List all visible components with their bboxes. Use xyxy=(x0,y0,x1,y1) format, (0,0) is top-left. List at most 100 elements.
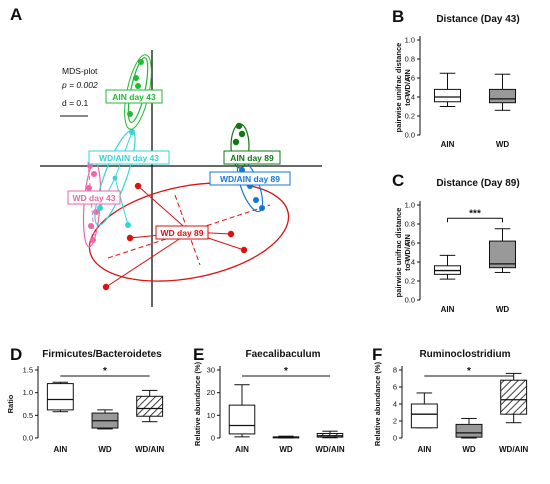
panel-c-category-label: WD xyxy=(496,305,510,314)
panel-b-ytick-label: 0.6 xyxy=(405,74,415,83)
box-iqr xyxy=(136,395,164,417)
panel-c-ytick-label: 0.4 xyxy=(405,258,415,267)
panel-f-ytick-label: 0 xyxy=(393,434,397,443)
label-wd-day43: WD day 43 xyxy=(73,193,116,203)
panel-a: A MDS-plot p = 0.002 d = 0.1 xyxy=(10,5,322,307)
panel-b-box-ain xyxy=(434,72,461,107)
panel-e-box-wd xyxy=(272,435,300,439)
label-box-wdain-day89 xyxy=(209,171,291,186)
panel-d-ylabel: Ratio xyxy=(6,394,15,413)
label-box-wd-day89 xyxy=(155,225,209,240)
panel-e-ytick-label: 0 xyxy=(211,434,215,443)
panel-d-box-ain xyxy=(46,381,74,413)
label-ain-day43: AIN day 43 xyxy=(112,92,156,102)
panel-d-ytick-label: 1.5 xyxy=(23,366,33,375)
panel-e-category-label: WD xyxy=(279,445,293,454)
panel-c-box-wd xyxy=(489,228,516,273)
panel-e-ytick-label: 20 xyxy=(207,388,215,397)
group-wd-day43 xyxy=(82,161,102,248)
panel-c-ylabel: pairwise unifrac distanceto WD/AIN xyxy=(394,208,412,298)
panel-b-ytick-label: 0.0 xyxy=(405,131,415,140)
axis-minor-wd-day89 xyxy=(174,194,201,266)
panel-f-box-wd-ain xyxy=(500,372,528,424)
panel-f: Ruminoclostridium 0 2 4 6 8 Relative abundance… xyxy=(373,349,529,454)
panel-e-box-ain xyxy=(228,384,256,438)
panel-letter-b: B xyxy=(392,7,404,26)
points-ain-day43 xyxy=(127,59,144,117)
panel-d: Firmicutes/Bacteroidetes 0.0 0.5 1.0 1.5 Rati… xyxy=(6,349,165,454)
group-labels: AIN day 43 WD/AIN day 43 WD day 43 AIN d… xyxy=(67,89,291,240)
group-wd-day89 xyxy=(88,182,290,291)
panel-f-box-ain xyxy=(410,392,438,429)
label-wd-day89: WD day 89 xyxy=(161,228,204,238)
panel-b-title: Distance (Day 43) xyxy=(436,14,519,25)
label-wdain-day43: WD/AIN day 43 xyxy=(99,153,159,163)
axis-major-wd-day89 xyxy=(107,204,271,259)
label-ain-day89: AIN day 89 xyxy=(230,153,274,163)
mds-note-title: MDS-plot xyxy=(62,66,98,76)
points-wd-day89 xyxy=(102,182,248,291)
panel-b-ylabel: pairwise unifrac distanceto WD/AIN xyxy=(394,43,412,133)
panel-c-significance-label: *** xyxy=(469,208,481,219)
panel-f-category-label: WD/AIN xyxy=(499,445,529,454)
box-panels: Distance (Day 43)0.00.20.40.60.81.0pairw… xyxy=(6,14,529,454)
panel-e-category-label: AIN xyxy=(235,445,249,454)
label-box-ain-day43 xyxy=(105,89,163,104)
panel-c-ytick-label: 1.0 xyxy=(405,201,415,210)
panel-c-category-label: AIN xyxy=(441,305,455,314)
label-box-wdain-day43 xyxy=(88,150,170,165)
panel-f-category-label: AIN xyxy=(417,445,431,454)
panel-b-ytick-label: 0.8 xyxy=(405,55,415,64)
panel-d-title: Firmicutes/Bacteroidetes xyxy=(42,349,162,360)
panel-letter-e: E xyxy=(193,345,204,364)
label-box-ain-day89 xyxy=(223,150,281,165)
panel-d-category-label: AIN xyxy=(53,445,67,454)
box-iqr xyxy=(410,403,438,429)
panel-c-ytick-label: 0.8 xyxy=(405,220,415,229)
box-iqr xyxy=(489,88,516,104)
panel-c-ytick-label: 0.6 xyxy=(405,239,415,248)
panel-d-box-wd xyxy=(91,409,119,430)
panel-d-category-label: WD xyxy=(98,445,112,454)
panel-e-category-label: WD/AIN xyxy=(315,445,345,454)
panel-b-category-label: WD xyxy=(496,140,510,149)
panel-d-significance-label: * xyxy=(103,366,107,377)
mds-note-scale: d = 0.1 xyxy=(62,98,89,108)
panel-f-ylabel: Relative abundance (%) xyxy=(373,361,382,446)
panel-e-ylabel: Relative abundance (%) xyxy=(193,361,202,446)
panel-b-ytick-label: 0.2 xyxy=(405,112,415,121)
panel-e-ytick-label: 10 xyxy=(207,411,215,420)
box-iqr xyxy=(228,404,256,435)
panel-e-significance-label: * xyxy=(284,366,288,377)
points-wdain-day43 xyxy=(97,129,135,228)
panel-c: Distance (Day 89) 0.0 0.2 0.4 0.6 0.8 1.0pairw… xyxy=(394,178,520,314)
label-box-wd-day43 xyxy=(67,190,121,205)
panel-d-category-label: WD/AIN xyxy=(135,445,165,454)
box-iqr xyxy=(434,88,461,103)
panel-b: Distance (Day 43) 0.0 0.2 0.4 0.6 0.8 1.0pairw… xyxy=(394,14,520,149)
panel-b-category-label: AIN xyxy=(441,140,455,149)
panel-b-ytick-label: 0.4 xyxy=(405,93,415,102)
panel-c-title: Distance (Day 89) xyxy=(436,178,519,189)
panel-f-box-wd xyxy=(455,417,483,439)
panel-c-box-ain xyxy=(434,254,461,280)
box-iqr xyxy=(46,383,74,411)
panel-b-box-wd xyxy=(489,73,516,111)
panel-c-ytick-label: 0.0 xyxy=(405,296,415,305)
panel-f-ytick-label: 8 xyxy=(393,366,397,375)
mds-note-pvalue: p = 0.002 xyxy=(61,80,98,90)
panel-b-ytick-label: 1.0 xyxy=(405,36,415,45)
panel-e: Faecalibaculum 0 10 20 30 Relative abundance … xyxy=(193,349,345,454)
panel-letter-f: F xyxy=(372,345,382,364)
panel-d-ytick-label: 1.0 xyxy=(23,388,33,397)
panel-e-title: Faecalibaculum xyxy=(245,349,320,360)
box-iqr xyxy=(500,379,528,415)
box-iqr xyxy=(455,423,483,438)
panel-f-ytick-label: 6 xyxy=(393,383,397,392)
panel-c-ytick-label: 0.2 xyxy=(405,277,415,286)
panel-d-ytick-label: 0.0 xyxy=(23,434,33,443)
panel-d-ytick-label: 0.5 xyxy=(23,411,33,420)
panel-f-title: Ruminoclostridium xyxy=(419,349,510,360)
panel-d-box-wd-ain xyxy=(136,389,164,423)
